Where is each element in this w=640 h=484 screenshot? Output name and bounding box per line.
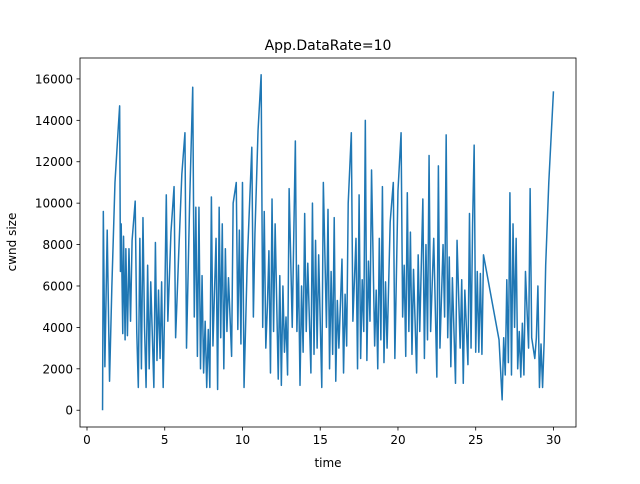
- x-tick-label: 30: [546, 433, 561, 447]
- x-tick-label: 25: [468, 433, 483, 447]
- y-axis-label: cwnd size: [5, 213, 19, 272]
- y-tick-label: 12000: [35, 155, 73, 169]
- y-tick-label: 8000: [42, 238, 73, 252]
- y-tick-label: 4000: [42, 321, 73, 335]
- x-axis-label: time: [314, 456, 341, 470]
- y-tick-label: 14000: [35, 114, 73, 128]
- y-tick-label: 0: [65, 404, 73, 418]
- chart-title: App.DataRate=10: [265, 38, 392, 54]
- x-tick-label: 20: [390, 433, 405, 447]
- x-tick-label: 10: [235, 433, 250, 447]
- y-tick-label: 6000: [42, 279, 73, 293]
- x-tick-label: 15: [313, 433, 328, 447]
- y-tick-label: 2000: [42, 362, 73, 376]
- x-tick-label: 0: [83, 433, 91, 447]
- plot-frame: [79, 57, 577, 428]
- y-tick-label: 16000: [35, 72, 73, 86]
- x-tick-label: 5: [161, 433, 169, 447]
- y-tick-label: 10000: [35, 197, 73, 211]
- series-line: [101, 74, 555, 411]
